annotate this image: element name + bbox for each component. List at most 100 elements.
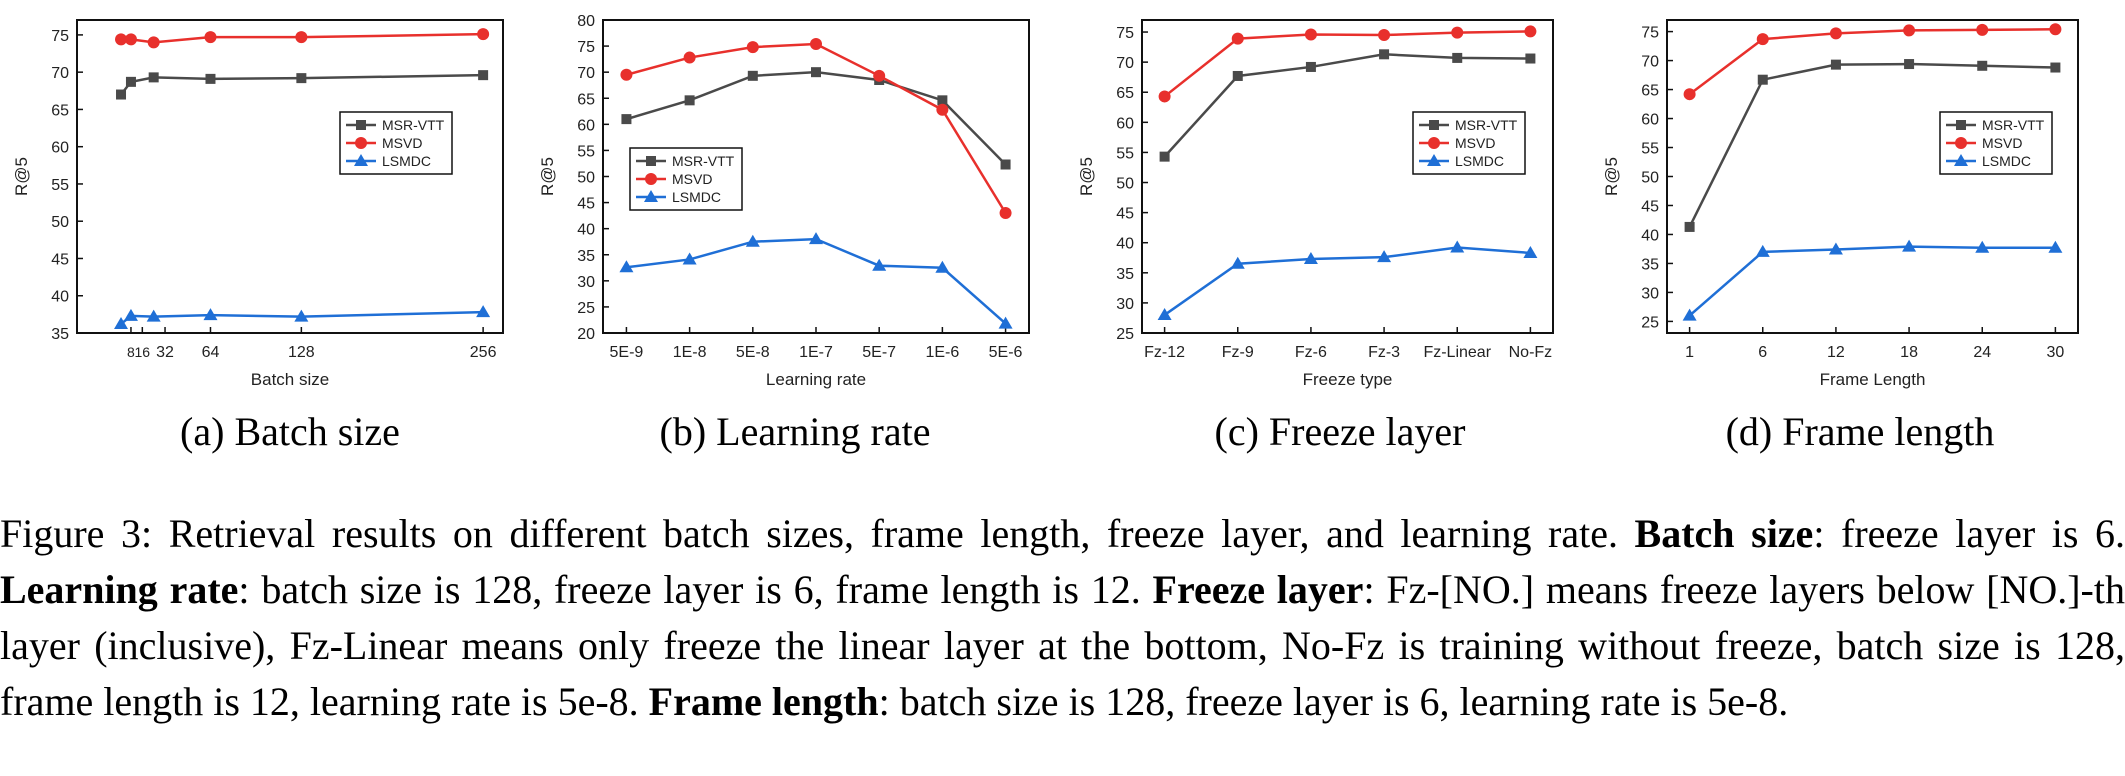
data-point [1452, 52, 1463, 63]
y-tick-label: 40 [1641, 227, 1659, 244]
y-tick-label: 50 [1641, 170, 1659, 187]
data-point [1232, 70, 1243, 81]
caption-text: Figure 3: Retrieval results on different… [0, 511, 1635, 556]
x-tick-label: 5E-9 [610, 344, 644, 361]
legend-swatch-marker [645, 173, 657, 185]
x-axis-label: Frame Length [1820, 370, 1926, 389]
y-tick-label: 45 [51, 251, 69, 268]
data-point [1451, 26, 1464, 39]
data-point [203, 308, 218, 321]
data-point [146, 309, 161, 322]
y-axis-label: R@5 [1602, 157, 1621, 196]
y-tick-label: 30 [1116, 296, 1134, 313]
data-point [296, 73, 307, 84]
x-tick-label: 1E-6 [925, 344, 959, 361]
x-tick-label: 128 [288, 344, 315, 361]
y-tick-label: 25 [1641, 314, 1659, 331]
data-point [936, 103, 949, 116]
figure-caption: Figure 3: Retrieval results on different… [0, 506, 2125, 730]
x-tick-label: 8 [127, 344, 135, 360]
subcaption-d: (d) Frame length [1725, 409, 1995, 454]
series-msr-vtt [1159, 49, 1536, 162]
legend-swatch-marker [1429, 120, 1439, 130]
data-point [1379, 49, 1390, 60]
y-tick-label: 60 [51, 140, 69, 157]
x-tick-label: 16 [135, 344, 151, 360]
data-point [873, 69, 886, 82]
series-msvd [1683, 23, 2062, 101]
data-point [1231, 32, 1244, 45]
chart-panel-b: 20 25 30 35 40 45 50 55 60 65 70 75 80 5E-9 1E-8 5E-8 1E… [538, 13, 1030, 389]
y-tick-label: 80 [577, 13, 595, 30]
y-tick-label: 40 [1116, 236, 1134, 253]
x-tick-label: 30 [2046, 344, 2064, 361]
legend-swatch-marker [1427, 154, 1441, 166]
legend-label: LSMDC [1455, 153, 1504, 169]
caption-bold-term: Frame length [648, 679, 879, 724]
data-point [619, 260, 634, 273]
y-tick-label: 60 [577, 117, 595, 134]
x-axis-label: Batch size [251, 370, 329, 389]
data-point [204, 31, 217, 44]
caption-text: : freeze layer is 6. [1813, 511, 2125, 556]
data-point [205, 73, 216, 84]
series-line [1163, 246, 1531, 316]
x-tick-label: Fz-9 [1222, 344, 1254, 361]
data-point [114, 317, 129, 330]
series-msvd [1158, 25, 1537, 103]
data-point [2048, 240, 2063, 253]
series-msvd [620, 37, 1012, 220]
legend-label: MSVD [382, 135, 422, 151]
series-lsmdc [619, 232, 1013, 329]
y-tick-label: 55 [577, 143, 595, 160]
x-tick-label: 24 [1973, 344, 1991, 361]
x-tick-label: 6 [1758, 344, 1767, 361]
series-lsmdc [114, 305, 491, 330]
data-point [809, 232, 823, 245]
y-tick-label: 75 [1641, 25, 1659, 42]
data-point [872, 258, 887, 271]
chart-panel-d: 25 30 35 40 45 50 55 60 65 70 75 1 6 12 18 24 30 Frame Le… [1602, 19, 2079, 389]
x-tick-label: 5E-8 [736, 344, 770, 361]
y-tick-label: 65 [577, 91, 595, 108]
x-tick-label: Fz-3 [1368, 344, 1400, 361]
caption-text: : batch size is 128, freeze layer is 6, … [878, 679, 1789, 724]
y-tick-label: 55 [1116, 145, 1134, 162]
data-point [998, 316, 1013, 329]
subcaption-c: (c) Freeze layer [1214, 409, 1466, 454]
x-tick-label: Fz-Linear [1423, 344, 1491, 361]
legend-swatch-marker [1955, 137, 1967, 149]
y-tick-label: 55 [1641, 141, 1659, 158]
legend-label: MSR-VTT [382, 117, 445, 133]
data-point [1757, 74, 1768, 85]
data-point [1304, 28, 1317, 41]
x-tick-label: 256 [470, 344, 497, 361]
legend-label: MSVD [1982, 135, 2022, 151]
data-point [1158, 90, 1171, 103]
data-point [477, 28, 490, 41]
data-point [811, 67, 821, 78]
y-tick-label: 40 [577, 222, 595, 239]
data-point [937, 95, 948, 106]
y-tick-label: 30 [577, 274, 595, 291]
legend-label: MSR-VTT [1982, 117, 2045, 133]
legend-swatch-marker [646, 156, 656, 166]
caption-text: : Fz-[NO.] means freeze layers below [NO… [0, 567, 2125, 724]
x-tick-label: 5E-7 [862, 344, 896, 361]
data-point [1305, 61, 1316, 72]
legend-swatch-marker [355, 137, 367, 149]
series-line [1688, 245, 2056, 317]
y-tick-label: 45 [1641, 198, 1659, 215]
plot-frame [76, 19, 504, 334]
legend-label: LSMDC [1982, 153, 2031, 169]
data-point [147, 36, 160, 49]
data-point [1902, 239, 1917, 252]
y-tick-label: 50 [1116, 176, 1134, 193]
y-tick-label: 70 [577, 65, 595, 82]
data-point [148, 72, 159, 83]
y-tick-label: 50 [51, 214, 69, 231]
data-point [1755, 244, 1770, 257]
y-tick-label: 60 [1641, 112, 1659, 129]
data-point [1000, 159, 1011, 170]
